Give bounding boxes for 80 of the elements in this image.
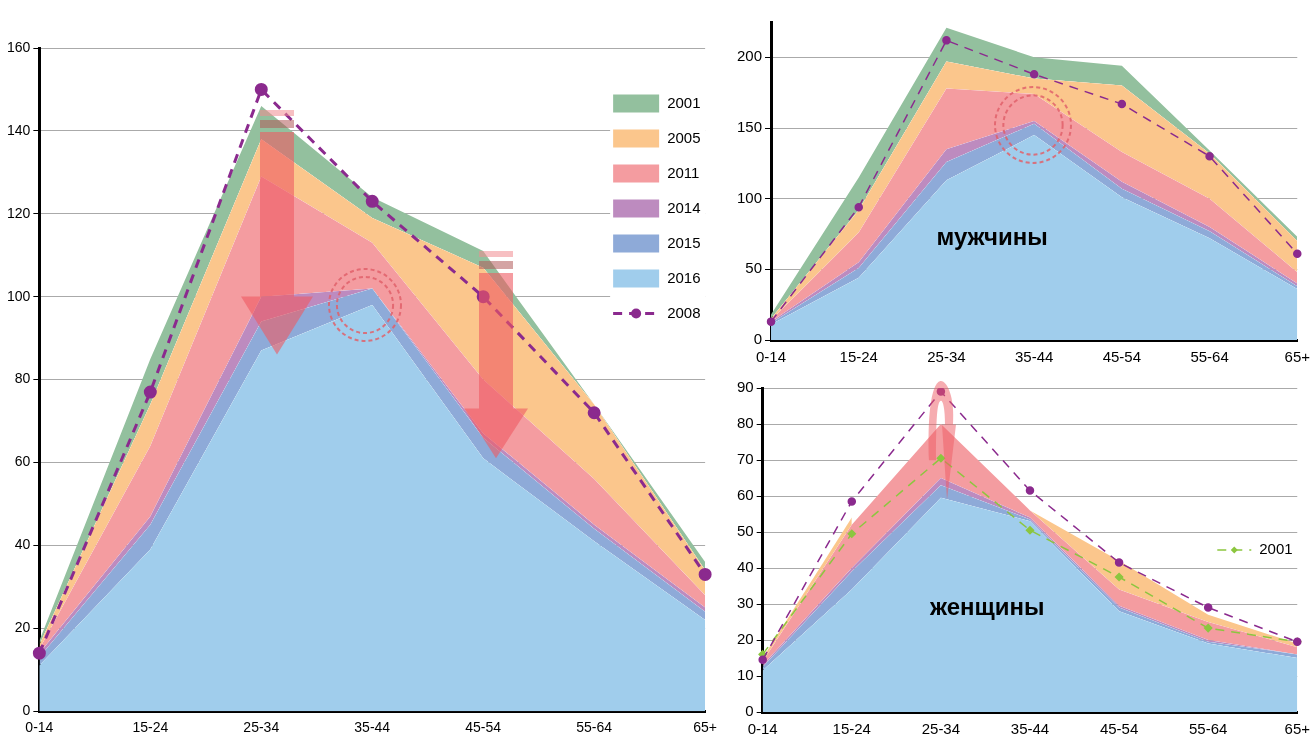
y-tick-label: 140 (7, 121, 31, 138)
y-tick-label: 0 (22, 702, 31, 719)
y-tick-label: 80 (14, 370, 31, 387)
y-tick-label: 100 (7, 287, 31, 304)
point (587, 406, 601, 420)
point (698, 567, 712, 581)
x-tick-label: 25-34 (927, 348, 966, 366)
legend-label: 2001 (667, 93, 701, 111)
y-tick-label: 50 (737, 522, 754, 540)
point (1025, 525, 1035, 535)
x-tick-label: 55-64 (1188, 720, 1228, 738)
y-tick-label: 50 (745, 259, 763, 277)
y-tick-label: 60 (737, 486, 754, 504)
x-tick-label: 65+ (1284, 720, 1311, 738)
point (1029, 70, 1039, 79)
y-tick-label: 100 (737, 188, 763, 206)
y-tick-label: 160 (7, 38, 31, 55)
point (1293, 249, 1302, 259)
x-tick-label: 55-64 (1190, 348, 1229, 366)
x-tick-label: 15-24 (832, 720, 871, 738)
annotation: женщины (928, 592, 1045, 620)
y-tick-label: 10 (737, 666, 754, 684)
y-tick-label: 90 (737, 378, 754, 396)
legend-label: 2016 (667, 268, 701, 286)
point (1117, 99, 1127, 109)
x-tick-label: 55-64 (576, 719, 613, 736)
point (1203, 603, 1213, 612)
y-tick-label: 150 (737, 118, 763, 136)
point (1203, 623, 1213, 633)
x-tick-label: 45-54 (1102, 348, 1142, 366)
point (32, 646, 46, 660)
y-tick-label: 40 (14, 536, 31, 553)
annotation: мужчины (936, 222, 1048, 250)
point (1114, 572, 1124, 582)
y-tick-label: 20 (737, 630, 754, 648)
point (476, 290, 490, 304)
point (758, 655, 767, 665)
y-tick-label: 80 (737, 414, 754, 432)
y-tick-label: 60 (14, 453, 31, 470)
point (847, 529, 857, 539)
x-tick-label: 15-24 (839, 348, 878, 366)
legend-label: 2001 (1259, 540, 1293, 558)
x-tick-label: 35-44 (1014, 348, 1054, 366)
x-tick-label: 45-54 (1099, 720, 1139, 738)
point (936, 388, 946, 396)
x-tick-label: 65+ (693, 719, 717, 736)
x-tick-label: 0-14 (747, 720, 778, 738)
point (854, 202, 863, 212)
y-tick-label: 30 (737, 594, 754, 612)
x-tick-label: 25-34 (921, 720, 961, 738)
x-tick-label: 35-44 (1010, 720, 1050, 738)
legend-label: 2011 (667, 163, 700, 181)
point (766, 317, 776, 326)
legend-label: 2015 (667, 233, 701, 251)
point (365, 194, 379, 208)
point (1205, 152, 1214, 161)
legend-label: 2005 (667, 128, 701, 146)
point (254, 82, 268, 96)
point (936, 453, 946, 463)
point (143, 385, 157, 399)
y-tick-label: 200 (737, 47, 763, 65)
point (1114, 558, 1124, 567)
y-tick-label: 70 (737, 450, 754, 468)
point (847, 497, 857, 506)
y-tick-label: 40 (737, 558, 754, 576)
legend-label: 2014 (667, 198, 701, 216)
x-tick-label: 15-24 (132, 719, 169, 736)
y-tick-label: 0 (753, 330, 763, 348)
x-tick-label: 65+ (1284, 348, 1311, 366)
y-tick-label: 120 (7, 204, 31, 221)
x-tick-label: 35-44 (354, 719, 391, 736)
x-tick-label: 0-14 (25, 719, 54, 736)
point (1025, 486, 1035, 495)
legend-label: 2008 (667, 303, 701, 321)
point (942, 36, 951, 45)
x-tick-label: 0-14 (756, 348, 787, 366)
y-tick-label: 0 (745, 702, 754, 720)
y-tick-label: 20 (14, 619, 31, 636)
x-tick-label: 25-34 (243, 719, 280, 736)
x-tick-label: 45-54 (465, 719, 502, 736)
